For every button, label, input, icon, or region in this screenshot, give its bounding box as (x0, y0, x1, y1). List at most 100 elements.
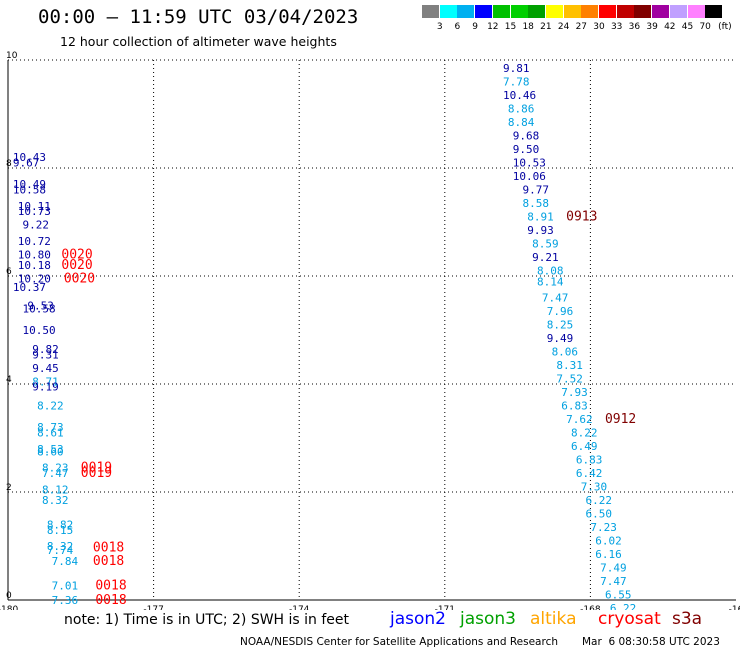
x-tick-label: -177 (143, 605, 163, 610)
wave-height-label: 8.23 (42, 462, 68, 475)
wave-height-label: 9.53 (27, 300, 54, 313)
wave-height-label: 8.59 (532, 238, 559, 251)
wave-height-label: 7.93 (561, 386, 588, 399)
scale-label: 6 (454, 22, 461, 32)
pass-time-label: 0912 (605, 412, 636, 427)
wave-height-label: 8.60 (37, 446, 64, 459)
wave-height-label: 6.22 (610, 602, 637, 610)
wave-height-label: 10.11 (18, 200, 51, 213)
wave-height-label: 8.73 (37, 421, 64, 434)
wave-height-label: 8.82 (47, 518, 74, 531)
wave-height-label: 7.96 (547, 305, 574, 318)
pass-time-label: 0018 (93, 541, 124, 556)
wave-height-label: 8.14 (537, 275, 564, 288)
wave-height-label: 9.21 (532, 251, 559, 264)
wave-height-label: 10.49 (13, 178, 46, 191)
wave-height-label: 10.58 (13, 184, 46, 197)
scale-label: 18 (522, 22, 534, 32)
scale-label: 33 (610, 22, 623, 32)
wave-height-label: 9.77 (522, 184, 549, 197)
scale-label: 30 (593, 22, 605, 32)
scale-swatch (581, 5, 599, 18)
wave-height-label: 8.58 (522, 197, 549, 210)
wave-height-label: 9.19 (32, 381, 59, 394)
scale-swatch (563, 5, 581, 18)
scale-swatch (616, 5, 634, 18)
wave-height-label: 7.47 (42, 467, 68, 480)
wave-height-label: 9.50 (513, 143, 540, 156)
scale-swatch (457, 5, 475, 18)
wave-height-label: 7.52 (556, 373, 583, 386)
satellite-legend-altika: altika (530, 609, 577, 629)
pass-time-label: 0020 (61, 258, 92, 273)
pass-time-label: 0018 (95, 578, 126, 593)
scale-swatch (475, 5, 493, 18)
wave-height-label: 8.53 (37, 443, 64, 456)
units-note: note: 1) Time is in UTC; 2) SWH is in fe… (64, 612, 350, 628)
pass-time-label: 0018 (95, 593, 126, 608)
wave-height-label: 8.12 (42, 483, 68, 496)
wave-height-label: 8.06 (552, 346, 579, 359)
wave-height-label: 6.49 (571, 440, 598, 453)
scale-label: 9 (472, 22, 478, 32)
wave-height-label: 6.55 (605, 589, 632, 602)
scale-swatch (687, 5, 705, 18)
wave-height-label: 9.45 (32, 362, 59, 375)
wave-height-label: 8.25 (547, 319, 574, 332)
y-tick-label: 10 (6, 51, 18, 61)
pass-time-label: 0913 (566, 210, 597, 225)
wave-height-label: 7.01 (52, 579, 79, 592)
wave-height-label: 7.84 (52, 555, 79, 568)
wave-height-label: 6.02 (595, 535, 622, 548)
scale-swatch (599, 5, 616, 18)
wave-height-label: 8.22 (571, 427, 598, 440)
scale-swatch (669, 5, 687, 18)
x-tick-label: -16 (729, 605, 740, 610)
chart-subtitle: 12 hour collection of altimeter wave hei… (60, 34, 337, 49)
wave-height-label: 7.36 (52, 594, 79, 607)
scale-label: (ft) (718, 22, 732, 32)
scale-label: 36 (628, 22, 641, 32)
scale-label: 39 (646, 22, 658, 32)
wave-height-label: 9.81 (503, 62, 530, 75)
wave-height-label: 7.49 (600, 562, 627, 575)
wave-height-label: 6.22 (586, 494, 613, 507)
y-tick-label: 8 (6, 159, 12, 169)
wave-height-label: 10.37 (13, 281, 46, 294)
scale-label: 45 (681, 22, 694, 32)
scale-label: 12 (487, 22, 499, 32)
wave-height-label: 9.93 (527, 224, 554, 237)
wave-height-label: 9.68 (513, 130, 540, 143)
wave-height-label: 7.23 (590, 521, 617, 534)
scale-swatch (422, 5, 439, 18)
scale-swatch (528, 5, 546, 18)
wave-height-label: 10.46 (503, 89, 536, 102)
scale-swatch (634, 5, 652, 18)
y-tick-label: 2 (6, 483, 12, 493)
wave-height-label: 10.43 (13, 151, 46, 164)
satellite-legend-jason2: jason2 (390, 609, 446, 629)
satellite-legend-jason3: jason3 (460, 609, 516, 629)
scale-swatch (652, 5, 670, 18)
wave-height-label: 6.16 (595, 548, 622, 561)
scale-swatch (510, 5, 528, 18)
footer-timestamp: Mar 6 08:30:58 UTC 2023 (582, 636, 720, 648)
wave-height-label: 8.22 (37, 400, 64, 413)
satellite-legend-cryosat: cryosat (598, 609, 661, 629)
wave-height-label: 8.32 (47, 540, 74, 553)
scale-swatch (492, 5, 510, 18)
wave-height-label: 7.47 (600, 575, 627, 588)
wave-height-label: 10.06 (513, 170, 546, 183)
wave-height-label: 7.74 (47, 544, 74, 557)
pass-time-label: 0020 (64, 272, 95, 287)
satellite-legend-s3a: s3a (672, 609, 703, 629)
wave-height-label: 10.50 (23, 324, 56, 337)
x-tick-label: -171 (435, 605, 455, 610)
wave-height-label: 10.72 (18, 235, 51, 248)
y-tick-label: 6 (6, 267, 12, 277)
wave-height-label: 7.78 (503, 76, 530, 89)
footer-credit: NOAA/NESDIS Center for Satellite Applica… (240, 636, 558, 648)
wave-height-label: 6.42 (576, 467, 603, 480)
wave-height-label: 7.30 (581, 481, 608, 494)
wave-height-label: 8.86 (508, 103, 534, 116)
